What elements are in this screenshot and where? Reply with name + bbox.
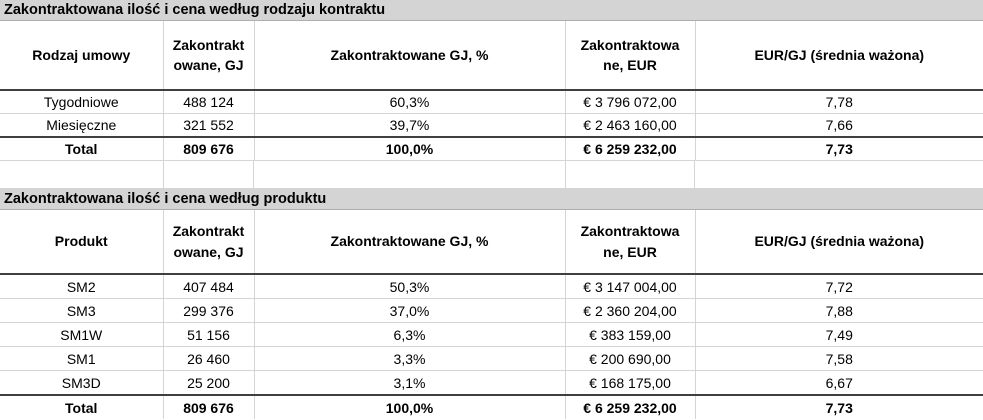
header-cell-zakontraktowane-gj-pct[interactable]: Zakontraktowane GJ, % [253,21,566,91]
table-cell[interactable]: 7,49 [694,322,983,347]
header-cell-zakontraktowane-gj-pct[interactable]: Zakontraktowane GJ, % [253,210,566,275]
table-cell[interactable]: 26 460 [162,346,255,371]
table-cell[interactable]: € 2 360 204,00 [564,298,696,323]
table-cell[interactable]: 7,73 [694,136,983,161]
table-cell[interactable]: Tygodniowe [0,89,164,114]
table-cell[interactable]: 37,0% [253,298,566,323]
header-cell-rodzaj-umowy[interactable]: Rodzaj umowy [0,21,164,91]
table-cell[interactable]: 39,7% [253,113,566,138]
table-cell[interactable]: 7,73 [694,394,983,419]
empty-cell[interactable] [254,161,565,188]
row-sm1: SM1 26 460 3,3% € 200 690,00 7,58 [0,346,983,371]
table-cell[interactable]: SM2 [0,273,164,299]
table-cell[interactable]: € 168 175,00 [564,370,696,396]
header-cell-eur-gj[interactable]: EUR/GJ (średnia ważona) [694,21,983,91]
table-cell[interactable]: 50,3% [253,273,566,299]
empty-cell[interactable] [565,161,695,188]
table-cell[interactable]: 488 124 [162,89,255,114]
table-cell[interactable]: 7,66 [694,113,983,138]
table-cell[interactable]: SM1 [0,346,164,371]
header-cell-zakontraktowane-gj[interactable]: Zakontrakt owane, GJ [162,210,255,275]
table-cell[interactable]: SM3 [0,298,164,323]
table-cell[interactable]: € 383 159,00 [564,322,696,347]
table-cell[interactable]: 7,58 [694,346,983,371]
row-sm3: SM3 299 376 37,0% € 2 360 204,00 7,88 [0,298,983,323]
header-cell-zakontraktowane-gj[interactable]: Zakontrakt owane, GJ [162,21,255,91]
header-row: Produkt Zakontrakt owane, GJ Zakontrakto… [0,210,983,275]
total-row: Total 809 676 100,0% € 6 259 232,00 7,73 [0,136,983,161]
table-cell[interactable]: SM3D [0,370,164,396]
header-cell-zakontraktowane-eur[interactable]: Zakontraktowa ne, EUR [564,21,696,91]
table-cell[interactable]: € 2 463 160,00 [564,113,696,138]
table-cell[interactable]: € 200 690,00 [564,346,696,371]
table-cell[interactable]: € 6 259 232,00 [564,394,696,419]
row-sm3d: SM3D 25 200 3,1% € 168 175,00 6,67 [0,370,983,396]
table-cell[interactable]: 7,78 [694,89,983,114]
table-cell[interactable]: € 3 796 072,00 [564,89,696,114]
table-cell[interactable]: 3,3% [253,346,566,371]
empty-grid-row [0,161,983,189]
table-cell[interactable]: 100,0% [253,136,566,161]
contract-type-section-title: Zakontraktowana ilość i cena według rodz… [0,0,983,21]
product-section-title: Zakontraktowana ilość i cena według prod… [0,189,983,210]
header-row: Rodzaj umowy Zakontrakt owane, GJ Zakont… [0,21,983,91]
row-tygodniowe: Tygodniowe 488 124 60,3% € 3 796 072,00 … [0,89,983,114]
empty-cell[interactable] [0,161,163,188]
table-cell[interactable]: 809 676 [162,394,255,419]
row-sm2: SM2 407 484 50,3% € 3 147 004,00 7,72 [0,273,983,299]
header-cell-zakontraktowane-eur[interactable]: Zakontraktowa ne, EUR [564,210,696,275]
table-cell[interactable]: 7,72 [694,273,983,299]
table-cell[interactable]: € 3 147 004,00 [564,273,696,299]
total-row: Total 809 676 100,0% € 6 259 232,00 7,73 [0,394,983,419]
table-cell[interactable]: 60,3% [253,89,566,114]
row-sm1w: SM1W 51 156 6,3% € 383 159,00 7,49 [0,322,983,347]
contract-type-table: Rodzaj umowy Zakontrakt owane, GJ Zakont… [0,21,983,161]
table-cell[interactable]: Total [0,394,164,419]
row-miesieczne: Miesięczne 321 552 39,7% € 2 463 160,00 … [0,113,983,138]
table-cell[interactable]: Total [0,136,164,161]
table-cell[interactable]: Miesięczne [0,113,164,138]
table-cell[interactable]: 100,0% [253,394,566,419]
table-cell[interactable]: 6,3% [253,322,566,347]
table-cell[interactable]: 7,88 [694,298,983,323]
table-cell[interactable]: € 6 259 232,00 [564,136,696,161]
empty-cell[interactable] [695,161,983,188]
table-cell[interactable]: 809 676 [162,136,255,161]
header-cell-produkt[interactable]: Produkt [0,210,164,275]
empty-cell[interactable] [163,161,254,188]
header-cell-eur-gj[interactable]: EUR/GJ (średnia ważona) [694,210,983,275]
table-cell[interactable]: 299 376 [162,298,255,323]
table-cell[interactable]: 3,1% [253,370,566,396]
table-cell[interactable]: 407 484 [162,273,255,299]
table-cell[interactable]: 321 552 [162,113,255,138]
table-cell[interactable]: 6,67 [694,370,983,396]
product-table: Produkt Zakontrakt owane, GJ Zakontrakto… [0,210,983,419]
table-cell[interactable]: SM1W [0,322,164,347]
table-cell[interactable]: 25 200 [162,370,255,396]
table-cell[interactable]: 51 156 [162,322,255,347]
